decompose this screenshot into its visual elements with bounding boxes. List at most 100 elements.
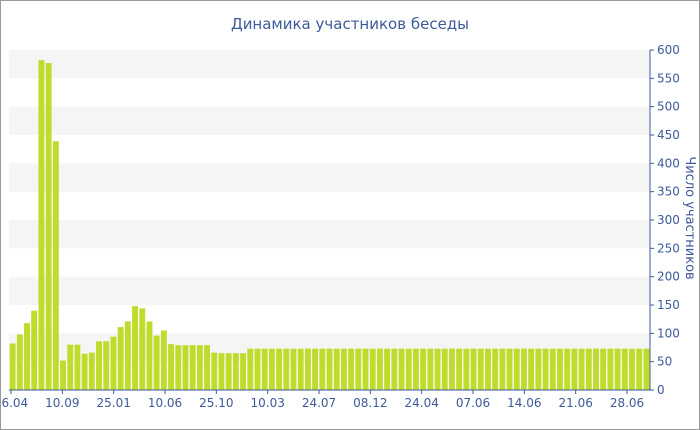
x-tick-label: 28.06 (610, 396, 644, 410)
bar (636, 348, 643, 390)
bar (189, 345, 196, 390)
y-tick-label: 400 (657, 156, 680, 170)
bar (88, 352, 95, 390)
bar (593, 348, 599, 390)
chart-title: Динамика участников беседы (231, 15, 469, 33)
bar (52, 141, 59, 390)
bar (45, 63, 52, 390)
bar (564, 348, 571, 390)
bar (247, 348, 254, 390)
bar (549, 348, 556, 390)
bar (67, 344, 74, 390)
y-tick-label: 350 (657, 185, 680, 199)
bar (218, 353, 225, 390)
bar (283, 348, 290, 390)
grid-band (9, 220, 650, 249)
bar (355, 348, 362, 390)
x-tick-label: 26.04 (0, 396, 28, 410)
bar (441, 348, 448, 390)
bar (160, 330, 167, 390)
bar (153, 335, 160, 390)
bar (31, 310, 38, 390)
y-tick-label: 50 (657, 355, 672, 369)
bar (261, 348, 268, 390)
bar (391, 348, 398, 390)
grid-band (9, 50, 650, 79)
bar (240, 353, 247, 390)
bar (110, 336, 117, 390)
x-tick-label: 10.03 (250, 396, 284, 410)
bar (499, 348, 506, 390)
x-tick-label: 14.06 (507, 396, 541, 410)
x-tick-label: 07.06 (456, 396, 490, 410)
bar (578, 348, 585, 390)
bar (9, 343, 16, 390)
bar (542, 348, 549, 390)
y-tick-label: 150 (657, 298, 680, 312)
grid-band (9, 163, 650, 192)
x-tick-label: 10.06 (148, 396, 182, 410)
bar (297, 348, 304, 390)
bar (175, 345, 182, 390)
bar (521, 348, 527, 390)
bar (369, 348, 376, 390)
y-axis-label: Число участников (682, 156, 697, 279)
bar (124, 321, 131, 390)
bar (232, 353, 239, 390)
bar (74, 344, 81, 390)
x-tick-label: 24.07 (302, 396, 336, 410)
bar (477, 348, 484, 390)
bar (571, 348, 578, 390)
bar (196, 345, 203, 390)
bar (340, 348, 347, 390)
bar (535, 348, 542, 390)
bar (456, 348, 463, 390)
bar (132, 306, 138, 390)
bar (117, 327, 124, 390)
grid-bands (9, 50, 650, 362)
bar (420, 348, 427, 390)
x-ticks: 26.04 10.09 25.01 10.06 25.10 10.03 24.07 08.12… (0, 390, 644, 410)
bar (470, 348, 477, 390)
bar (405, 348, 412, 390)
y-tick-label: 0 (657, 383, 665, 397)
bar (376, 348, 383, 390)
bar (434, 348, 441, 390)
bar (412, 348, 419, 390)
grid-band (9, 106, 650, 135)
bar (268, 348, 275, 390)
x-tick-label: 21.06 (558, 396, 592, 410)
bar (24, 323, 30, 390)
bar (211, 352, 218, 390)
bar (16, 334, 23, 390)
y-ticks: 0 50 100 150 200 250 300 350 400 450 500 550 600 (650, 43, 680, 397)
bar (304, 348, 311, 390)
bar (463, 348, 470, 390)
bar (585, 348, 592, 390)
bar (448, 348, 455, 390)
bar (326, 348, 333, 390)
bar (168, 344, 175, 390)
bar (614, 348, 621, 390)
bar (629, 348, 635, 390)
bar (139, 308, 146, 390)
bar (557, 348, 563, 390)
bar (643, 348, 650, 390)
x-tick-label: 08.12 (353, 396, 387, 410)
x-tick-label: 10.09 (45, 396, 79, 410)
bar (362, 348, 369, 390)
bar (492, 348, 499, 390)
bar (319, 348, 326, 390)
bar (348, 348, 355, 390)
bar (312, 348, 319, 390)
x-tick-label: 24.04 (404, 396, 438, 410)
bar (204, 345, 211, 390)
bar (621, 348, 628, 390)
y-tick-label: 500 (657, 100, 680, 114)
bar (103, 341, 110, 390)
bar (427, 348, 434, 390)
x-tick-label: 25.10 (199, 396, 233, 410)
bars (9, 60, 650, 390)
bar (96, 341, 102, 390)
